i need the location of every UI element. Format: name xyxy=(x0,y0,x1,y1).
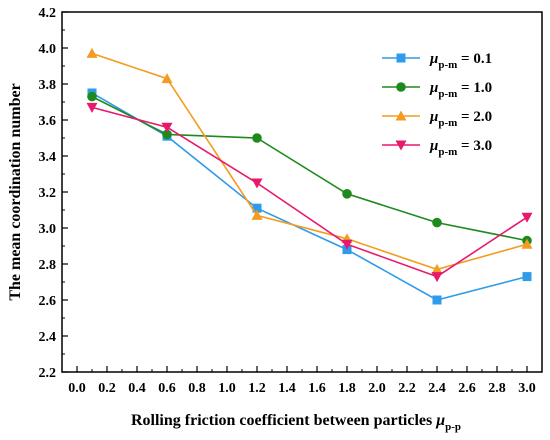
x-tick-label: 2.2 xyxy=(398,381,416,396)
legend-label: μp-m = 3.0 xyxy=(429,138,492,158)
legend: μp-m = 0.1 μp-m = 1.0 μp-m = 2.0 μp-m = 3.0 xyxy=(382,51,492,158)
data-point xyxy=(341,239,353,250)
legend-entry: μp-m = 2.0 xyxy=(382,109,492,129)
legend-entry: μp-m = 1.0 xyxy=(382,80,492,100)
y-tick-labels: 2.2 2.4 2.6 2.8 3.0 3.2 3.4 3.6 3.8 4.0 4.2 xyxy=(39,6,57,381)
data-point xyxy=(522,272,532,282)
data-point xyxy=(251,209,263,220)
series-2 xyxy=(87,91,532,246)
y-tick-label: 3.2 xyxy=(39,186,57,201)
legend-marker xyxy=(395,140,407,151)
legend-marker xyxy=(395,110,407,121)
legend-marker xyxy=(396,82,406,92)
y-tick-label: 2.2 xyxy=(39,366,57,381)
x-tick-labels: 0.0 0.2 0.4 0.6 0.8 1.0 1.2 1.4 1.6 1.8 2.0 2.2 2.4 2… xyxy=(68,381,536,396)
legend-label: μp-m = 0.1 xyxy=(429,51,492,71)
x-tick-label: 2.8 xyxy=(488,381,506,396)
data-point xyxy=(431,263,443,274)
x-tick-label: 0.0 xyxy=(68,381,86,396)
legend-label: μp-m = 1.0 xyxy=(429,80,492,100)
x-tick-label: 0.4 xyxy=(128,381,146,396)
x-tick-label: 2.4 xyxy=(428,381,446,396)
data-point xyxy=(86,102,98,113)
y-tick-label: 2.6 xyxy=(39,294,57,309)
x-tick-label: 0.8 xyxy=(188,381,206,396)
series-layer xyxy=(86,47,533,305)
legend-marker xyxy=(396,53,406,63)
series-4 xyxy=(86,102,533,283)
x-axis-title: Rolling friction coefficient between par… xyxy=(131,412,461,433)
data-point xyxy=(87,91,97,102)
series-line xyxy=(91,92,528,301)
y-tick-label: 4.2 xyxy=(39,6,57,21)
x-tick-label: 1.4 xyxy=(278,381,296,396)
y-axis-title: The mean coordination number xyxy=(7,83,24,300)
axis-ticks xyxy=(62,11,528,373)
data-point xyxy=(432,217,442,228)
y-tick-label: 3.8 xyxy=(39,78,57,93)
data-point xyxy=(432,295,442,305)
data-point xyxy=(161,73,173,84)
data-point xyxy=(431,272,443,283)
x-tick-label: 1.6 xyxy=(308,381,326,396)
x-tick-label: 3.0 xyxy=(518,381,536,396)
series-line xyxy=(91,95,528,242)
data-point xyxy=(342,189,352,199)
y-tick-label: 3.4 xyxy=(39,150,57,165)
data-point xyxy=(162,129,172,140)
legend-entry: μp-m = 3.0 xyxy=(382,138,492,158)
x-tick-label: 1.2 xyxy=(248,381,266,396)
y-tick-label: 2.4 xyxy=(39,330,57,345)
y-tick-label: 4.0 xyxy=(39,42,57,57)
x-tick-label: 0.2 xyxy=(98,381,116,396)
series-line xyxy=(91,106,528,278)
data-point xyxy=(161,122,173,133)
legend-entry: μp-m = 0.1 xyxy=(382,51,492,71)
data-point xyxy=(86,47,98,58)
series-line xyxy=(91,52,528,271)
data-point xyxy=(521,238,533,249)
x-tick-label: 1.0 xyxy=(218,381,236,396)
data-point xyxy=(252,133,262,143)
y-tick-label: 3.6 xyxy=(39,114,57,129)
x-tick-label: 0.6 xyxy=(158,381,176,396)
data-point xyxy=(251,178,263,189)
data-point xyxy=(521,212,533,223)
y-tick-label: 2.8 xyxy=(39,258,57,273)
y-tick-label: 3.0 xyxy=(39,222,57,237)
data-point xyxy=(252,203,262,213)
x-tick-label: 2.0 xyxy=(368,381,386,396)
legend-label: μp-m = 2.0 xyxy=(429,109,492,129)
x-tick-label: 1.8 xyxy=(338,381,356,396)
x-tick-label: 2.6 xyxy=(458,381,476,396)
